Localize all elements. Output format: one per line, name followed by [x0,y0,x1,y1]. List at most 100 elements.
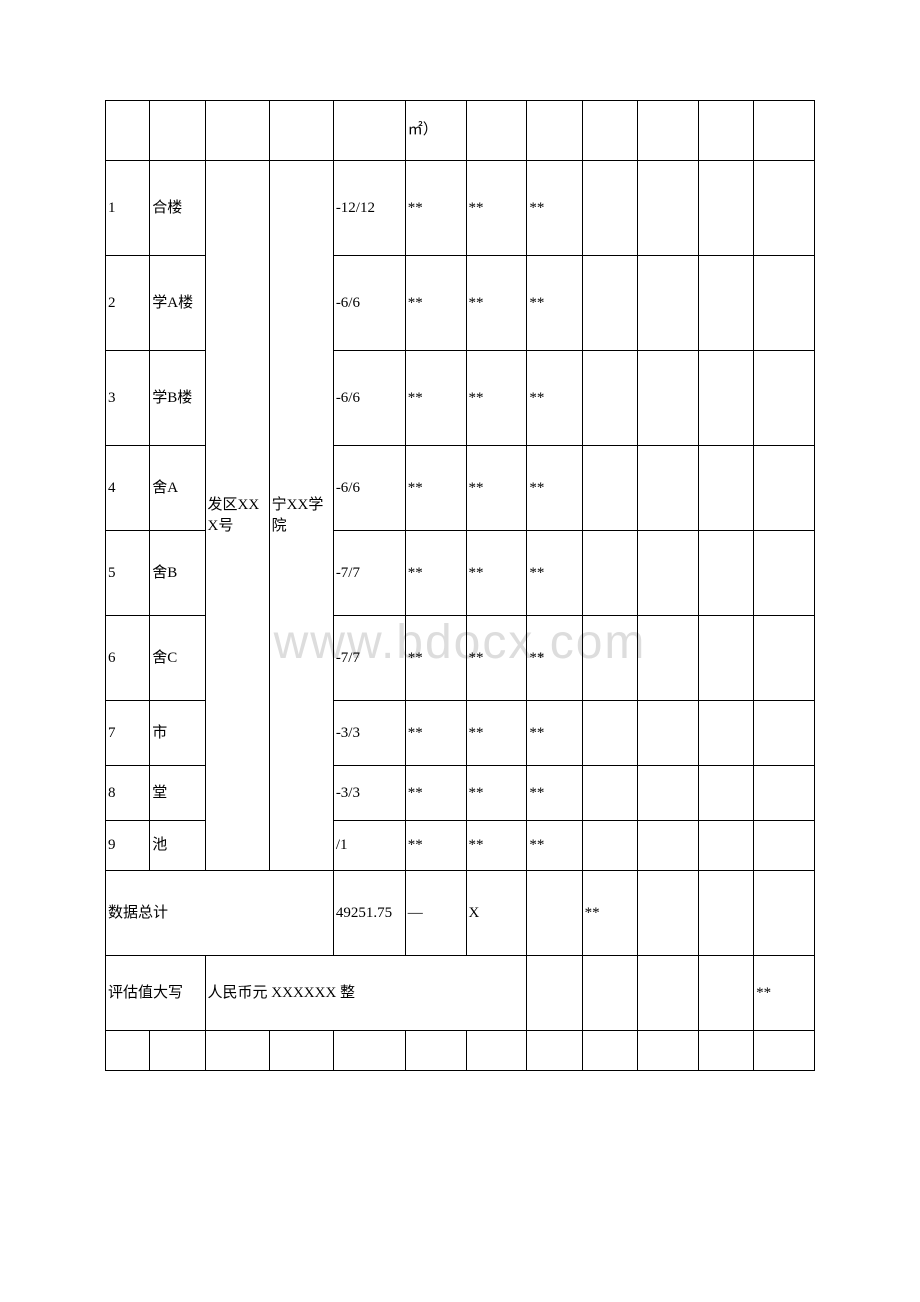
cell-empty [582,351,637,446]
cell-empty [527,956,582,1031]
cell-empty [754,871,815,956]
cell-empty [106,1031,150,1071]
cell-name: 堂 [150,766,205,821]
cell-floors: -12/12 [333,161,405,256]
header-cell [698,101,753,161]
cell-empty [637,871,698,956]
cell-idx: 8 [106,766,150,821]
cell-empty [637,701,698,766]
cell-idx: 5 [106,531,150,616]
cell-idx: 9 [106,821,150,871]
totals-label: 数据总计 [106,871,334,956]
cell-floors: -6/6 [333,446,405,531]
cell-empty [637,821,698,871]
header-cell [150,101,205,161]
cell-empty [582,161,637,256]
header-cell [205,101,269,161]
cell-floors: /1 [333,821,405,871]
cell-c: ** [527,821,582,871]
cell-c: ** [527,161,582,256]
cell-empty [582,446,637,531]
cell-empty [698,871,753,956]
cell-floors: -3/3 [333,701,405,766]
cell-empty [582,821,637,871]
cell-idx: 2 [106,256,150,351]
cell-name: 市 [150,701,205,766]
cell-a: ** [405,531,466,616]
cell-empty [637,256,698,351]
cell-a: ** [405,616,466,701]
empty-row [106,1031,815,1071]
cell-idx: 6 [106,616,150,701]
cell-b: ** [466,616,527,701]
cell-name: 舍B [150,531,205,616]
totals-val4: ** [582,871,637,956]
caps-last: ** [754,956,815,1031]
cell-b: ** [466,821,527,871]
cell-address: 发区XXX号 [205,161,269,871]
header-cell [582,101,637,161]
cell-empty [637,531,698,616]
totals-row: 数据总计 49251.75 — X ** [106,871,815,956]
cell-empty [582,531,637,616]
cell-a: ** [405,701,466,766]
cell-empty [637,351,698,446]
cell-b: ** [466,256,527,351]
caps-row: 评估值大写 人民币元 XXXXXX 整 ** [106,956,815,1031]
cell-a: ** [405,256,466,351]
cell-a: ** [405,161,466,256]
cell-empty [582,1031,637,1071]
cell-empty [582,256,637,351]
cell-empty [582,956,637,1031]
cell-empty [754,531,815,616]
cell-name: 学B楼 [150,351,205,446]
cell-empty [150,1031,205,1071]
cell-c: ** [527,766,582,821]
cell-empty [698,821,753,871]
cell-empty [205,1031,269,1071]
cell-empty [269,1031,333,1071]
cell-b: ** [466,531,527,616]
cell-b: ** [466,351,527,446]
cell-b: ** [466,161,527,256]
cell-a: ** [405,351,466,446]
cell-a: ** [405,446,466,531]
cell-empty [637,161,698,256]
cell-a: ** [405,821,466,871]
cell-empty [405,1031,466,1071]
header-cell [754,101,815,161]
cell-idx: 4 [106,446,150,531]
header-cell [466,101,527,161]
header-cell [106,101,150,161]
cell-empty [582,616,637,701]
cell-empty [698,766,753,821]
cell-empty [698,256,753,351]
cell-empty [698,956,753,1031]
cell-owner: 宁XX学院 [269,161,333,871]
cell-empty [527,871,582,956]
cell-name: 合楼 [150,161,205,256]
cell-idx: 3 [106,351,150,446]
cell-empty [637,766,698,821]
caps-text: 人民币元 XXXXXX 整 [205,956,527,1031]
cell-idx: 1 [106,161,150,256]
cell-empty [754,256,815,351]
cell-empty [637,956,698,1031]
cell-empty [698,701,753,766]
cell-name: 学A楼 [150,256,205,351]
cell-floors: -7/7 [333,616,405,701]
cell-empty [698,351,753,446]
cell-c: ** [527,616,582,701]
cell-floors: -7/7 [333,531,405,616]
totals-val2: — [405,871,466,956]
header-cell-unit: ㎡） [405,101,466,161]
table-row: 1 合楼 发区XXX号 宁XX学院 -12/12 ** ** ** [106,161,815,256]
cell-empty [527,1031,582,1071]
header-cell [527,101,582,161]
header-cell [333,101,405,161]
cell-empty [754,1031,815,1071]
cell-empty [754,616,815,701]
cell-empty [754,161,815,256]
cell-name: 池 [150,821,205,871]
cell-floors: -3/3 [333,766,405,821]
